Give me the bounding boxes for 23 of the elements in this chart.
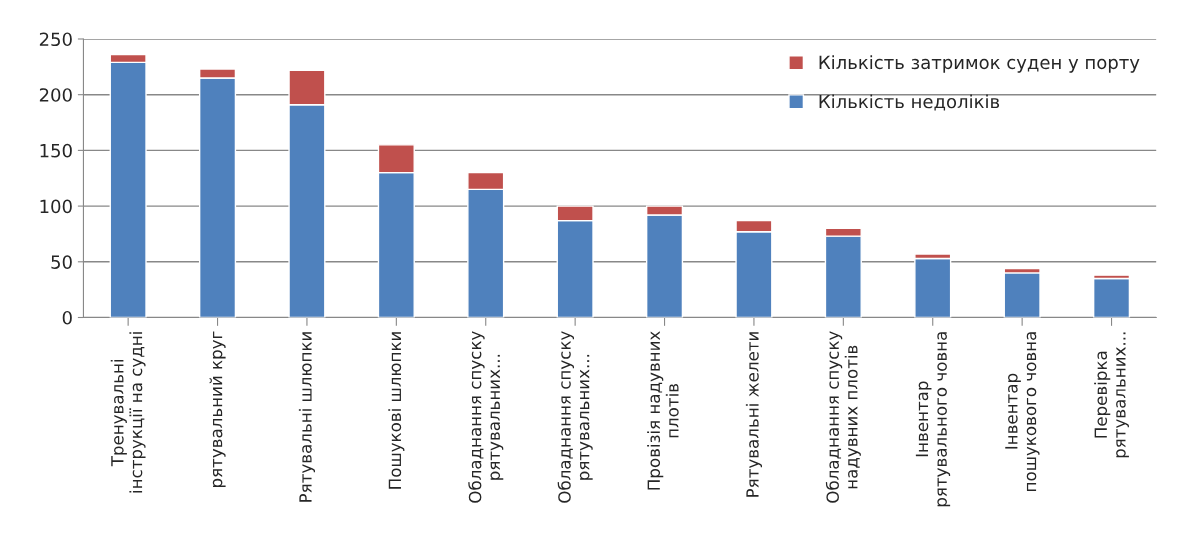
x-tick-label: Обладнання спуску рятувальних... [557,331,593,503]
bar [1003,272,1041,318]
x-tick-label: Перевірка рятувальних... [1094,332,1129,458]
legend-label: Кількість затримок суден у порту [819,55,1140,73]
bar [914,257,952,318]
y-tick-label: 100 [40,199,72,214]
x-tick-label: Пошукові шлюпки [388,332,405,489]
y-tick-label: 0 [62,310,72,325]
x-tick-label: Провізія надувних плотів [647,331,679,490]
y-tick-label: 50 [51,255,72,269]
x-tick-label: Інвентар рятувального човна [915,332,951,507]
x-tick-label: Обладнання спуску надувних плотів [825,331,861,503]
y-tick-label: 250 [39,32,72,47]
x-tick-label: Рятувальні шлюпки [298,332,316,502]
x-tick-label: Обладнання спуску рятувальних... [468,331,504,503]
x-tick-label: Інвентар пошукового човна [1005,332,1040,491]
legend-label: Кількість недоліків [819,94,1000,111]
x-tick-label: рятувальний круг [209,331,226,487]
bar [1092,277,1131,318]
x-tick-label: Тренувальні інструкції на судні [110,332,146,493]
y-tick-label: 200 [39,88,72,102]
y-tick-label: 150 [40,143,72,158]
x-tick-label: Рятувальні желети [745,332,763,497]
